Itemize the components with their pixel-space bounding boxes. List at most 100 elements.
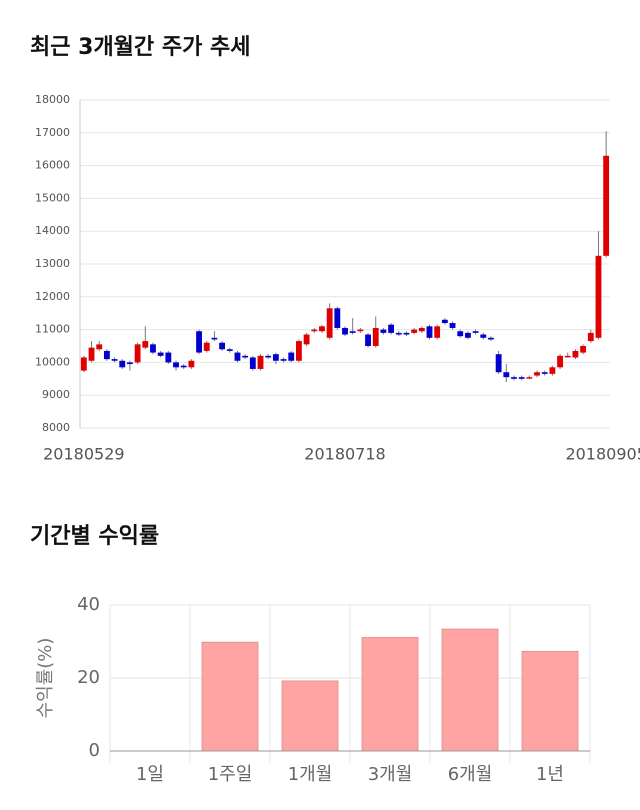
candle-body <box>411 329 418 333</box>
candle-body <box>549 367 556 374</box>
candle-body <box>434 326 441 338</box>
candle-body <box>395 332 402 335</box>
x-tick-label: 1일 <box>136 764 164 785</box>
x-tick-label: 20180905 <box>565 445 640 464</box>
bar <box>441 628 499 752</box>
y-tick-label: 9000 <box>42 388 70 401</box>
y-tick-label: 18000 <box>35 93 70 106</box>
candle-body <box>334 308 341 328</box>
y-tick-label: 0 <box>89 740 100 761</box>
candle-body <box>380 329 387 333</box>
candle-body <box>357 329 364 332</box>
candle-body <box>303 334 310 345</box>
candle-body <box>319 326 325 332</box>
candle-body <box>257 355 264 369</box>
bar <box>521 650 579 752</box>
candle-body <box>480 334 487 338</box>
bar <box>361 637 419 752</box>
candle-body <box>426 326 433 338</box>
chart-title: 기간별 수익률 <box>30 524 159 549</box>
candle-body <box>472 331 479 333</box>
x-tick-label: 1주일 <box>208 764 253 785</box>
candle-body <box>127 362 133 365</box>
candle-body <box>564 355 571 358</box>
candle-body <box>441 319 448 324</box>
bar <box>281 680 339 752</box>
candle-body <box>288 352 295 361</box>
x-tick-label: 1개월 <box>288 764 333 785</box>
x-tick-label: 20180529 <box>43 445 124 464</box>
candle-body <box>96 344 103 350</box>
x-tick-label: 3개월 <box>368 764 413 785</box>
candle-body <box>219 342 226 350</box>
bar <box>201 641 259 752</box>
candle-body <box>603 155 610 256</box>
x-tick-label: 1년 <box>536 764 564 785</box>
candle-body <box>572 350 579 358</box>
candle-body <box>503 372 510 378</box>
candle-body <box>165 352 172 363</box>
candle-body <box>311 329 318 332</box>
candle-body <box>272 354 279 361</box>
candle-body <box>180 365 187 368</box>
candle-body <box>365 334 371 346</box>
y-tick-label: 15000 <box>35 191 70 204</box>
candle-body <box>518 377 525 379</box>
candle-body <box>587 332 594 342</box>
candle-body <box>403 332 410 335</box>
candle-body <box>80 357 87 371</box>
candle-body <box>188 360 195 368</box>
candle-body <box>464 332 471 338</box>
candle-body <box>557 355 563 368</box>
candle-body <box>111 359 118 361</box>
candle-body <box>580 346 587 353</box>
candle-body <box>449 323 456 328</box>
candle-body <box>103 350 110 360</box>
y-tick-label: 8000 <box>42 421 70 434</box>
candle-body <box>249 357 256 369</box>
candle-body <box>349 331 356 333</box>
candle-body <box>242 355 249 358</box>
candle-body <box>196 331 202 353</box>
y-tick-label: 16000 <box>35 159 70 172</box>
candle-body <box>265 355 272 358</box>
candle-body <box>88 347 95 361</box>
candle-body <box>226 349 233 351</box>
y-tick-label: 17000 <box>35 126 70 139</box>
candle-body <box>211 337 218 340</box>
candle-body <box>418 327 425 332</box>
candle-body <box>595 255 602 338</box>
candle-body <box>388 324 395 333</box>
candle-body <box>157 352 164 356</box>
candle-body <box>326 308 333 338</box>
candle-body <box>280 359 287 361</box>
candle-body <box>511 377 517 379</box>
y-tick-label: 14000 <box>35 224 70 237</box>
candle-body <box>119 360 126 368</box>
candle-body <box>457 331 464 337</box>
y-tick-label: 12000 <box>35 290 70 303</box>
candle-body <box>150 344 156 353</box>
candle-body <box>488 337 494 340</box>
candle-body <box>203 342 210 351</box>
y-tick-label: 10000 <box>35 355 70 368</box>
y-tick-label: 11000 <box>35 323 70 336</box>
candle-body <box>541 372 548 374</box>
y-tick-label: 13000 <box>35 257 70 270</box>
candle-body <box>526 377 533 379</box>
y-tick-label: 20 <box>77 667 100 688</box>
y-axis-label: 수익률(%) <box>35 638 56 719</box>
candle-body <box>372 327 379 346</box>
candle-body <box>234 352 241 361</box>
candle-body <box>173 362 179 368</box>
y-tick-label: 40 <box>77 594 100 615</box>
candle-body <box>295 341 302 361</box>
chart-title: 최근 3개월간 주가 추세 <box>30 35 250 60</box>
candle-body <box>142 341 149 348</box>
candle-body <box>134 344 141 363</box>
x-tick-label: 20180718 <box>304 445 385 464</box>
x-tick-label: 6개월 <box>448 764 493 785</box>
candle-body <box>342 327 348 335</box>
candle-body <box>495 354 502 373</box>
